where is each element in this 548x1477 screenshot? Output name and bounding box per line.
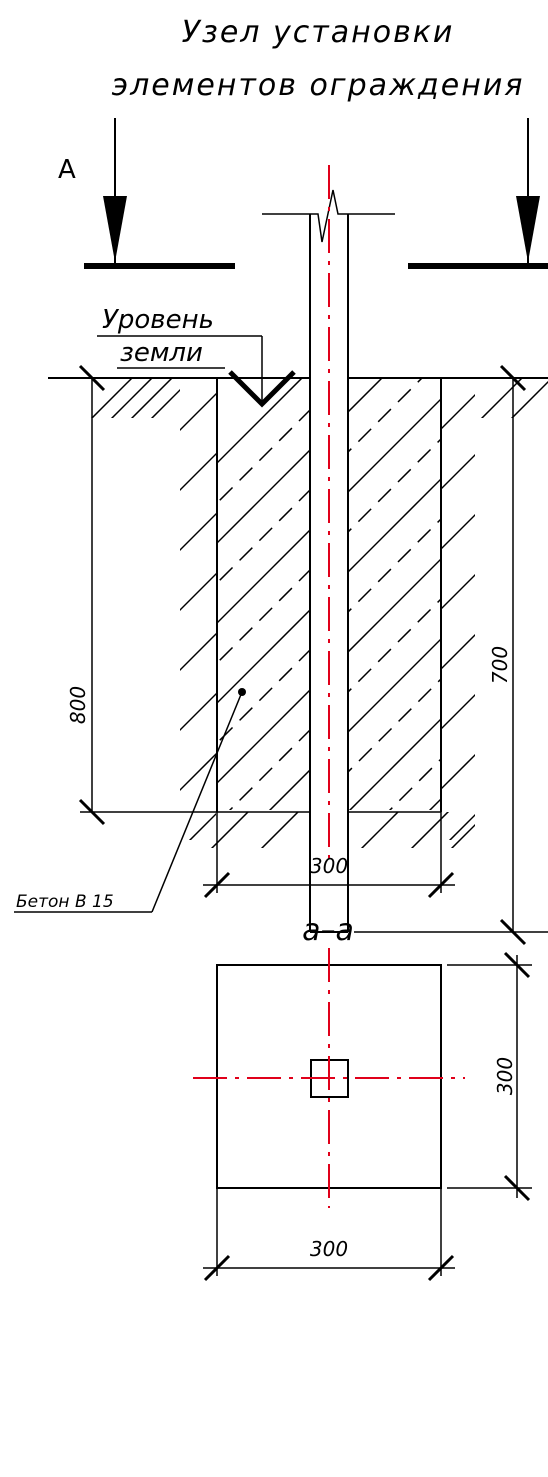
dimension-post-depth-label: 700 xyxy=(488,646,512,684)
section-cut-label: A xyxy=(58,155,76,185)
dimension-width-elevation: 300 xyxy=(203,812,455,899)
dimension-width-plan-label: 300 xyxy=(310,1237,348,1261)
drawing-title-line1: Узел установки xyxy=(182,15,455,50)
foundation-pit xyxy=(80,378,442,813)
ground-label-line1: Уровень xyxy=(102,305,214,335)
concrete-callout: Бетон В 15 xyxy=(14,688,246,913)
dimension-height-plan-label: 300 xyxy=(493,1057,517,1095)
dimension-width-plan: 300 xyxy=(203,1188,455,1282)
soil-hatch-top-right xyxy=(480,378,548,418)
dimension-height-plan: 300 xyxy=(447,951,532,1202)
soil-hatch-left xyxy=(180,392,216,840)
dimension-depth-label: 800 xyxy=(66,686,90,724)
drawing-title-line2: элементов ограждения xyxy=(112,68,525,103)
section-cut-marker-left: A xyxy=(58,118,235,269)
ground-level-callout: Уровень земли xyxy=(97,305,296,408)
ground-label-line2: земли xyxy=(120,338,203,368)
plan-view xyxy=(193,948,465,1208)
dimension-post-depth-700: 700 xyxy=(354,364,548,946)
section-cut-marker-right xyxy=(408,118,548,269)
dimension-depth-800: 800 xyxy=(66,364,106,826)
soil-hatch-top-left xyxy=(90,378,180,418)
concrete-label: Бетон В 15 xyxy=(16,892,114,912)
section-title: а–а xyxy=(302,913,354,948)
dimension-width-elevation-label: 300 xyxy=(310,854,348,878)
soil-hatch-right xyxy=(441,393,475,840)
break-line xyxy=(262,189,395,243)
